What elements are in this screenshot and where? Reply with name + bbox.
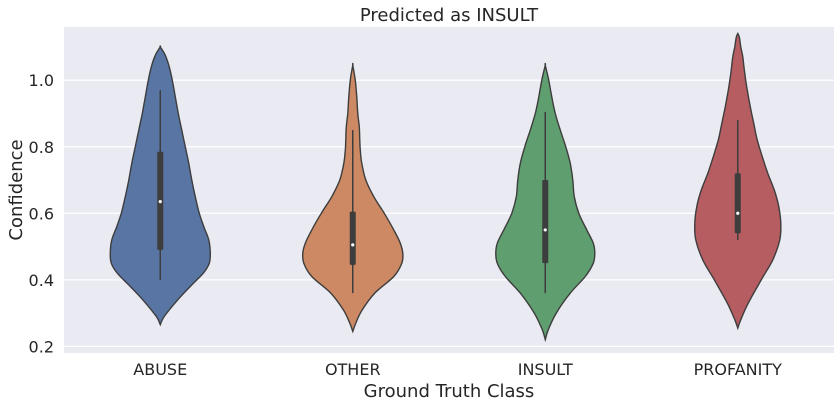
y-tick-label: 0.4 bbox=[29, 271, 54, 290]
x-tick-label: INSULT bbox=[518, 360, 573, 379]
y-tick-label: 0.2 bbox=[29, 337, 54, 356]
violin-other bbox=[301, 62, 404, 334]
median-dot bbox=[158, 200, 162, 204]
x-tick-label: ABUSE bbox=[133, 360, 187, 379]
x-tick-label: OTHER bbox=[325, 360, 381, 379]
iqr-box bbox=[542, 180, 549, 264]
violin-profanity bbox=[693, 32, 782, 331]
median-dot bbox=[736, 211, 740, 215]
median-dot bbox=[351, 243, 355, 247]
y-tick-labels: 0.2 0.4 0.6 0.8 1.0 bbox=[29, 71, 54, 356]
chart-title: Predicted as INSULT bbox=[360, 5, 539, 26]
x-axis-label: Ground Truth Class bbox=[364, 381, 535, 402]
violins bbox=[109, 32, 782, 343]
median-dot bbox=[543, 228, 547, 232]
iqr-box bbox=[349, 211, 356, 265]
y-axis-label: Confidence bbox=[6, 139, 27, 240]
y-tick-label: 0.6 bbox=[29, 204, 54, 223]
x-tick-labels: ABUSE OTHER INSULT PROFANITY bbox=[133, 360, 782, 379]
violin-abuse bbox=[109, 45, 212, 327]
violin-insult bbox=[495, 62, 596, 343]
y-tick-label: 1.0 bbox=[29, 71, 54, 90]
x-tick-label: PROFANITY bbox=[694, 360, 783, 379]
y-tick-label: 0.8 bbox=[29, 138, 54, 157]
iqr-box bbox=[734, 173, 741, 234]
